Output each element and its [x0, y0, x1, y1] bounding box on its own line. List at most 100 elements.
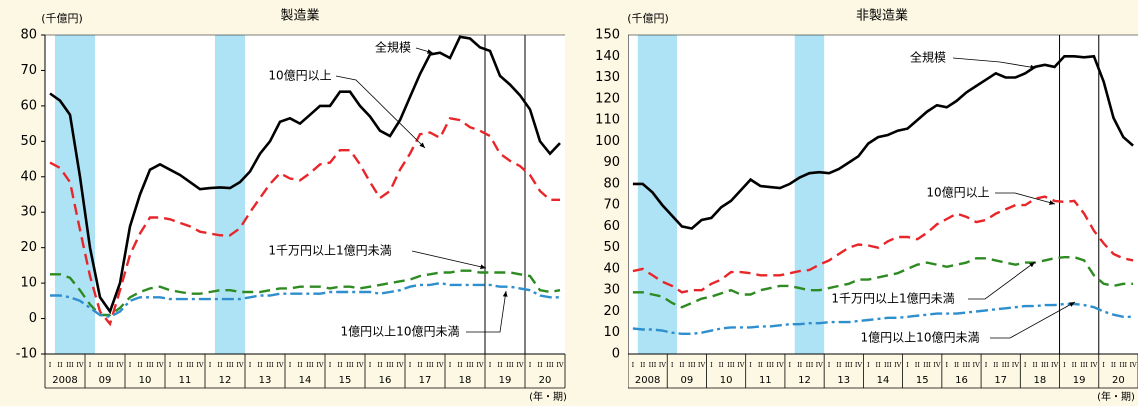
y-tick-label: 80: [603, 176, 620, 191]
label-arrow: [411, 250, 487, 270]
year-label: 13: [259, 375, 272, 386]
y-tick-label: 50: [603, 240, 620, 255]
x-tick-label: II: [876, 361, 882, 369]
y-tick-label: 40: [20, 169, 37, 184]
x-tick-label: IV: [855, 361, 863, 369]
y-tick-label: 40: [603, 261, 620, 276]
x-tick-label: IV: [516, 361, 524, 369]
x-tick-label: IV: [737, 361, 745, 369]
year-label: 18: [459, 375, 472, 386]
year-label: 14: [877, 375, 890, 386]
x-tick-label: II: [1111, 361, 1117, 369]
y-tick-label: 10: [20, 276, 37, 291]
shaded-period: [794, 35, 825, 354]
shaded-period: [55, 35, 95, 354]
panel: I II III IV I II III IV I II III IV I II III IV I II III IV…: [41, 34, 566, 389]
x-tick-label: I: [89, 361, 92, 369]
x-tick-label: II: [217, 361, 223, 369]
x-tick-label: II: [640, 361, 646, 369]
x-tick-label: IV: [156, 361, 164, 369]
x-tick-label: IV: [476, 361, 484, 369]
x-tick-label: II: [993, 361, 999, 369]
x-tick-label: IV: [933, 361, 941, 369]
x-tick-label: IV: [698, 361, 706, 369]
x-tick-label: I: [906, 361, 909, 369]
x-tick-label: III: [66, 361, 74, 369]
shaded-period: [637, 35, 678, 354]
x-tick-label: I: [249, 361, 252, 369]
x-tick-label: IV: [316, 361, 324, 369]
x-tick-label: II: [1072, 361, 1078, 369]
x-tick-label: I: [409, 361, 412, 369]
y-unit: (千億円): [627, 12, 669, 25]
x-tick-label: III: [845, 361, 853, 369]
year-label: 17: [994, 375, 1007, 386]
y-tick-label: 100: [595, 134, 620, 149]
year-label: 09: [680, 375, 693, 386]
x-tick-label: I: [710, 361, 713, 369]
year-label: 13: [837, 375, 850, 386]
label-arrow: [335, 75, 426, 149]
year-label: 10: [720, 375, 733, 386]
year-label: 18: [1034, 375, 1047, 386]
x-tick-label: IV: [276, 361, 284, 369]
x-tick-label: II: [1032, 361, 1038, 369]
x-tick-label: I: [1024, 361, 1027, 369]
series-line: [49, 116, 560, 327]
x-tick-label: II: [177, 361, 183, 369]
x-tick-label: IV: [1012, 361, 1020, 369]
series-line: [50, 281, 560, 319]
x-tick-label: III: [146, 361, 154, 369]
x-tick-label: IV: [356, 361, 364, 369]
x-tick-label: III: [1119, 361, 1127, 369]
y-tick-label: 140: [595, 49, 620, 64]
year-label: 15: [339, 375, 352, 386]
x-tick-label: I: [867, 361, 870, 369]
x-tick-label: I: [449, 361, 452, 369]
x-tick-label: III: [546, 361, 554, 369]
year-label: 12: [798, 375, 811, 386]
panel: I II III IV I II III IV I II III IV I II III IV I II III IV…: [628, 34, 1138, 389]
x-tick-label: IV: [1129, 361, 1137, 369]
x-tick-label: III: [727, 361, 735, 369]
x-tick-label: I: [489, 361, 492, 369]
year-label: 19: [499, 375, 512, 386]
year-label: 16: [955, 375, 968, 386]
year-label: 11: [179, 375, 192, 386]
year-label: 14: [299, 375, 312, 386]
x-tick-label: I: [671, 361, 674, 369]
year-label: 20: [1112, 375, 1125, 386]
y-tick-label: 130: [595, 70, 620, 85]
y-tick-label: -10: [16, 347, 37, 362]
x-tick-label: II: [457, 361, 463, 369]
x-tick-label: I: [1063, 361, 1066, 369]
series-line: [50, 269, 561, 317]
x-tick-label: IV: [556, 361, 564, 369]
x-tick-label: II: [915, 361, 921, 369]
x-tick-label: I: [369, 361, 372, 369]
x-tick-label: IV: [436, 361, 444, 369]
year-label: 17: [419, 375, 432, 386]
x-tick-label: I: [329, 361, 332, 369]
series-label: 10億円以上: [268, 69, 331, 83]
x-tick-label: IV: [76, 361, 84, 369]
year-label: 2008: [635, 375, 660, 386]
x-tick-label: II: [417, 361, 423, 369]
x-tick-label: I: [789, 361, 792, 369]
series-line: [49, 35, 561, 315]
y-tick-label: 30: [20, 205, 37, 220]
series-label: 1千万円以上1億円未満: [268, 244, 391, 258]
x-tick-label: III: [386, 361, 394, 369]
y-tick-label: 90: [603, 155, 620, 170]
plot-area: [628, 35, 1138, 354]
y-tick-label: 50: [20, 134, 37, 149]
y-tick-label: 0: [612, 347, 620, 362]
x-tick-label: III: [688, 361, 696, 369]
x-tick-label: III: [1041, 361, 1049, 369]
x-tick-label: III: [186, 361, 194, 369]
x-tick-label: II: [57, 361, 63, 369]
x-tick-label: III: [1002, 361, 1010, 369]
x-tick-label: III: [466, 361, 474, 369]
x-tick-label: II: [297, 361, 303, 369]
x-tick-label: III: [106, 361, 114, 369]
